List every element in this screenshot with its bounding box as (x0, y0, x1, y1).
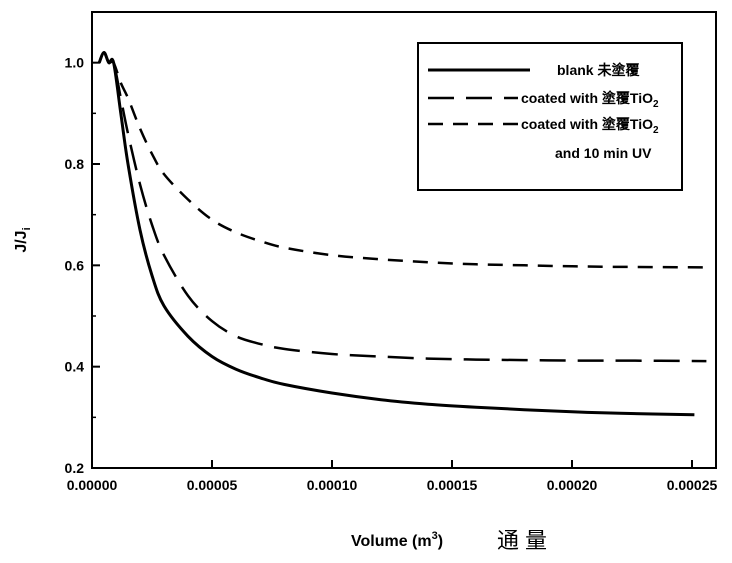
legend-box (417, 42, 683, 191)
x-axis-title-sup: 3 (432, 530, 438, 542)
legend-label-coated-sub: 2 (653, 99, 659, 110)
legend: blank 未塗覆 coated with 塗覆TiO2 coated with… (417, 42, 683, 191)
axis-ticks: 0.00000 0.00005 0.00010 0.00015 0.00020 0.000… (65, 55, 718, 493)
plot-frame (91, 11, 717, 469)
y-tick-label: 0.2 (65, 460, 85, 476)
legend-label-coated: coated with 塗覆TiO2 (521, 90, 659, 110)
legend-label-coated-uv: coated with 塗覆TiO2 (521, 116, 659, 136)
x-tick-label: 0.00025 (667, 477, 718, 493)
series-layer (97, 50, 707, 417)
series-line-1 (98, 51, 707, 363)
y-tick-label: 0.6 (65, 257, 85, 273)
x-tick-label: 0.00010 (307, 477, 358, 493)
y-axis-title-sub: i (21, 227, 33, 230)
x-axis-title-cjk: 通量 (497, 529, 553, 554)
x-tick-label: 0.00005 (187, 477, 238, 493)
legend-label-coated-uv-line2: and 10 min UV (555, 145, 652, 161)
x-axis-title-main: Volume (m (351, 533, 432, 550)
y-axis-title-main: J/J (13, 230, 30, 252)
x-tick-label: 0.00000 (67, 477, 118, 493)
x-axis-title-tail: ) (438, 533, 443, 550)
y-tick-label: 0.8 (65, 156, 85, 172)
series-line-0 (97, 50, 695, 417)
legend-label-coated-main: coated with 塗覆TiO (521, 90, 653, 106)
x-tick-label: 0.00015 (427, 477, 478, 493)
series-line-2 (98, 51, 707, 269)
legend-label-blank: blank 未塗覆 (557, 62, 640, 78)
legend-label-coated-uv-sub: 2 (653, 125, 659, 136)
x-axis-title: Volume (m3) (351, 530, 443, 550)
legend-label-coated-uv-main: coated with 塗覆TiO (521, 116, 653, 132)
x-tick-label: 0.00020 (547, 477, 598, 493)
y-axis-title: J/Ji (13, 227, 33, 252)
y-tick-label: 0.4 (65, 359, 85, 375)
y-tick-label: 1.0 (65, 55, 85, 71)
